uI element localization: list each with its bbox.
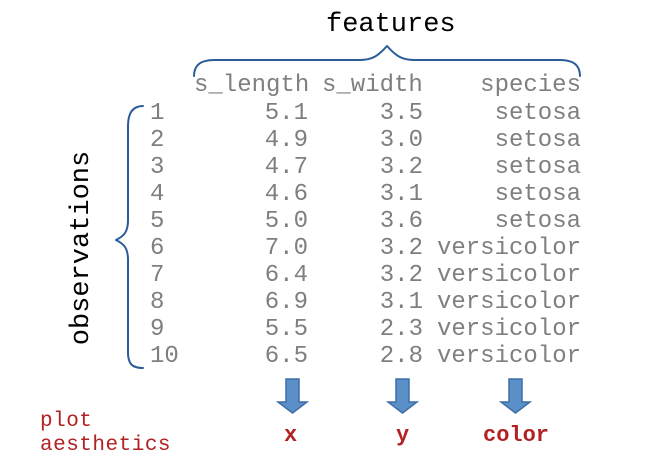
- species-value: versicolor: [436, 235, 581, 262]
- species-to-color-arrow: [498, 378, 533, 414]
- s-width-value: 3.2: [379, 262, 423, 289]
- observations-label: observations: [67, 150, 97, 346]
- s-width-value: 3.2: [379, 235, 423, 262]
- y-aesthetic: y: [396, 423, 410, 448]
- species-value: versicolor: [436, 262, 581, 289]
- s-length-value: 5.0: [264, 208, 308, 235]
- column-header-s-length: s_length: [194, 72, 310, 99]
- row-index: 3: [150, 154, 165, 181]
- species-value: versicolor: [436, 343, 581, 370]
- s-width-value: 2.8: [379, 343, 423, 370]
- row-index: 5: [150, 208, 165, 235]
- s-width-value: 3.5: [379, 100, 423, 127]
- species-value: setosa: [494, 181, 581, 208]
- s-length-value: 5.5: [264, 316, 308, 343]
- features-brace: [193, 45, 581, 77]
- row-index: 1: [150, 100, 165, 127]
- species-value: setosa: [494, 154, 581, 181]
- plot-aesthetics-label: plot aesthetics: [40, 410, 171, 458]
- plot-aesthetics-line-2: aesthetics: [40, 434, 172, 457]
- s-width-value: 3.1: [379, 181, 423, 208]
- row-index: 10: [150, 343, 179, 370]
- column-header-species: species: [480, 72, 581, 99]
- s-length-value: 6.4: [264, 262, 308, 289]
- row-index: 7: [150, 262, 165, 289]
- s-length-value: 4.7: [264, 154, 308, 181]
- plot-aesthetics-line-1: plot: [40, 410, 93, 433]
- x-aesthetic: x: [284, 423, 298, 448]
- species-value: setosa: [494, 208, 581, 235]
- row-index: 4: [150, 181, 165, 208]
- species-value: versicolor: [436, 289, 581, 316]
- species-value: setosa: [494, 100, 581, 127]
- s-length-to-x-arrow: [275, 378, 310, 414]
- s-length-value: 5.1: [264, 100, 308, 127]
- s-length-value: 4.9: [264, 127, 308, 154]
- color-aesthetic: color: [483, 423, 550, 448]
- row-index: 8: [150, 289, 165, 316]
- s-length-value: 4.6: [264, 181, 308, 208]
- row-index: 2: [150, 127, 165, 154]
- column-header-s-width: s_width: [322, 72, 423, 99]
- observations-brace: [115, 105, 144, 369]
- s-length-value: 6.9: [264, 289, 308, 316]
- species-value: setosa: [494, 127, 581, 154]
- s-width-to-y-arrow: [385, 378, 420, 414]
- features-label: features: [326, 10, 456, 40]
- row-index: 9: [150, 316, 165, 343]
- s-length-value: 6.5: [264, 343, 308, 370]
- s-width-value: 2.3: [379, 316, 423, 343]
- s-width-value: 3.0: [379, 127, 423, 154]
- s-width-value: 3.6: [379, 208, 423, 235]
- row-index: 6: [150, 235, 165, 262]
- species-value: versicolor: [436, 316, 581, 343]
- s-length-value: 7.0: [264, 235, 308, 262]
- s-width-value: 3.2: [379, 154, 423, 181]
- s-width-value: 3.1: [379, 289, 423, 316]
